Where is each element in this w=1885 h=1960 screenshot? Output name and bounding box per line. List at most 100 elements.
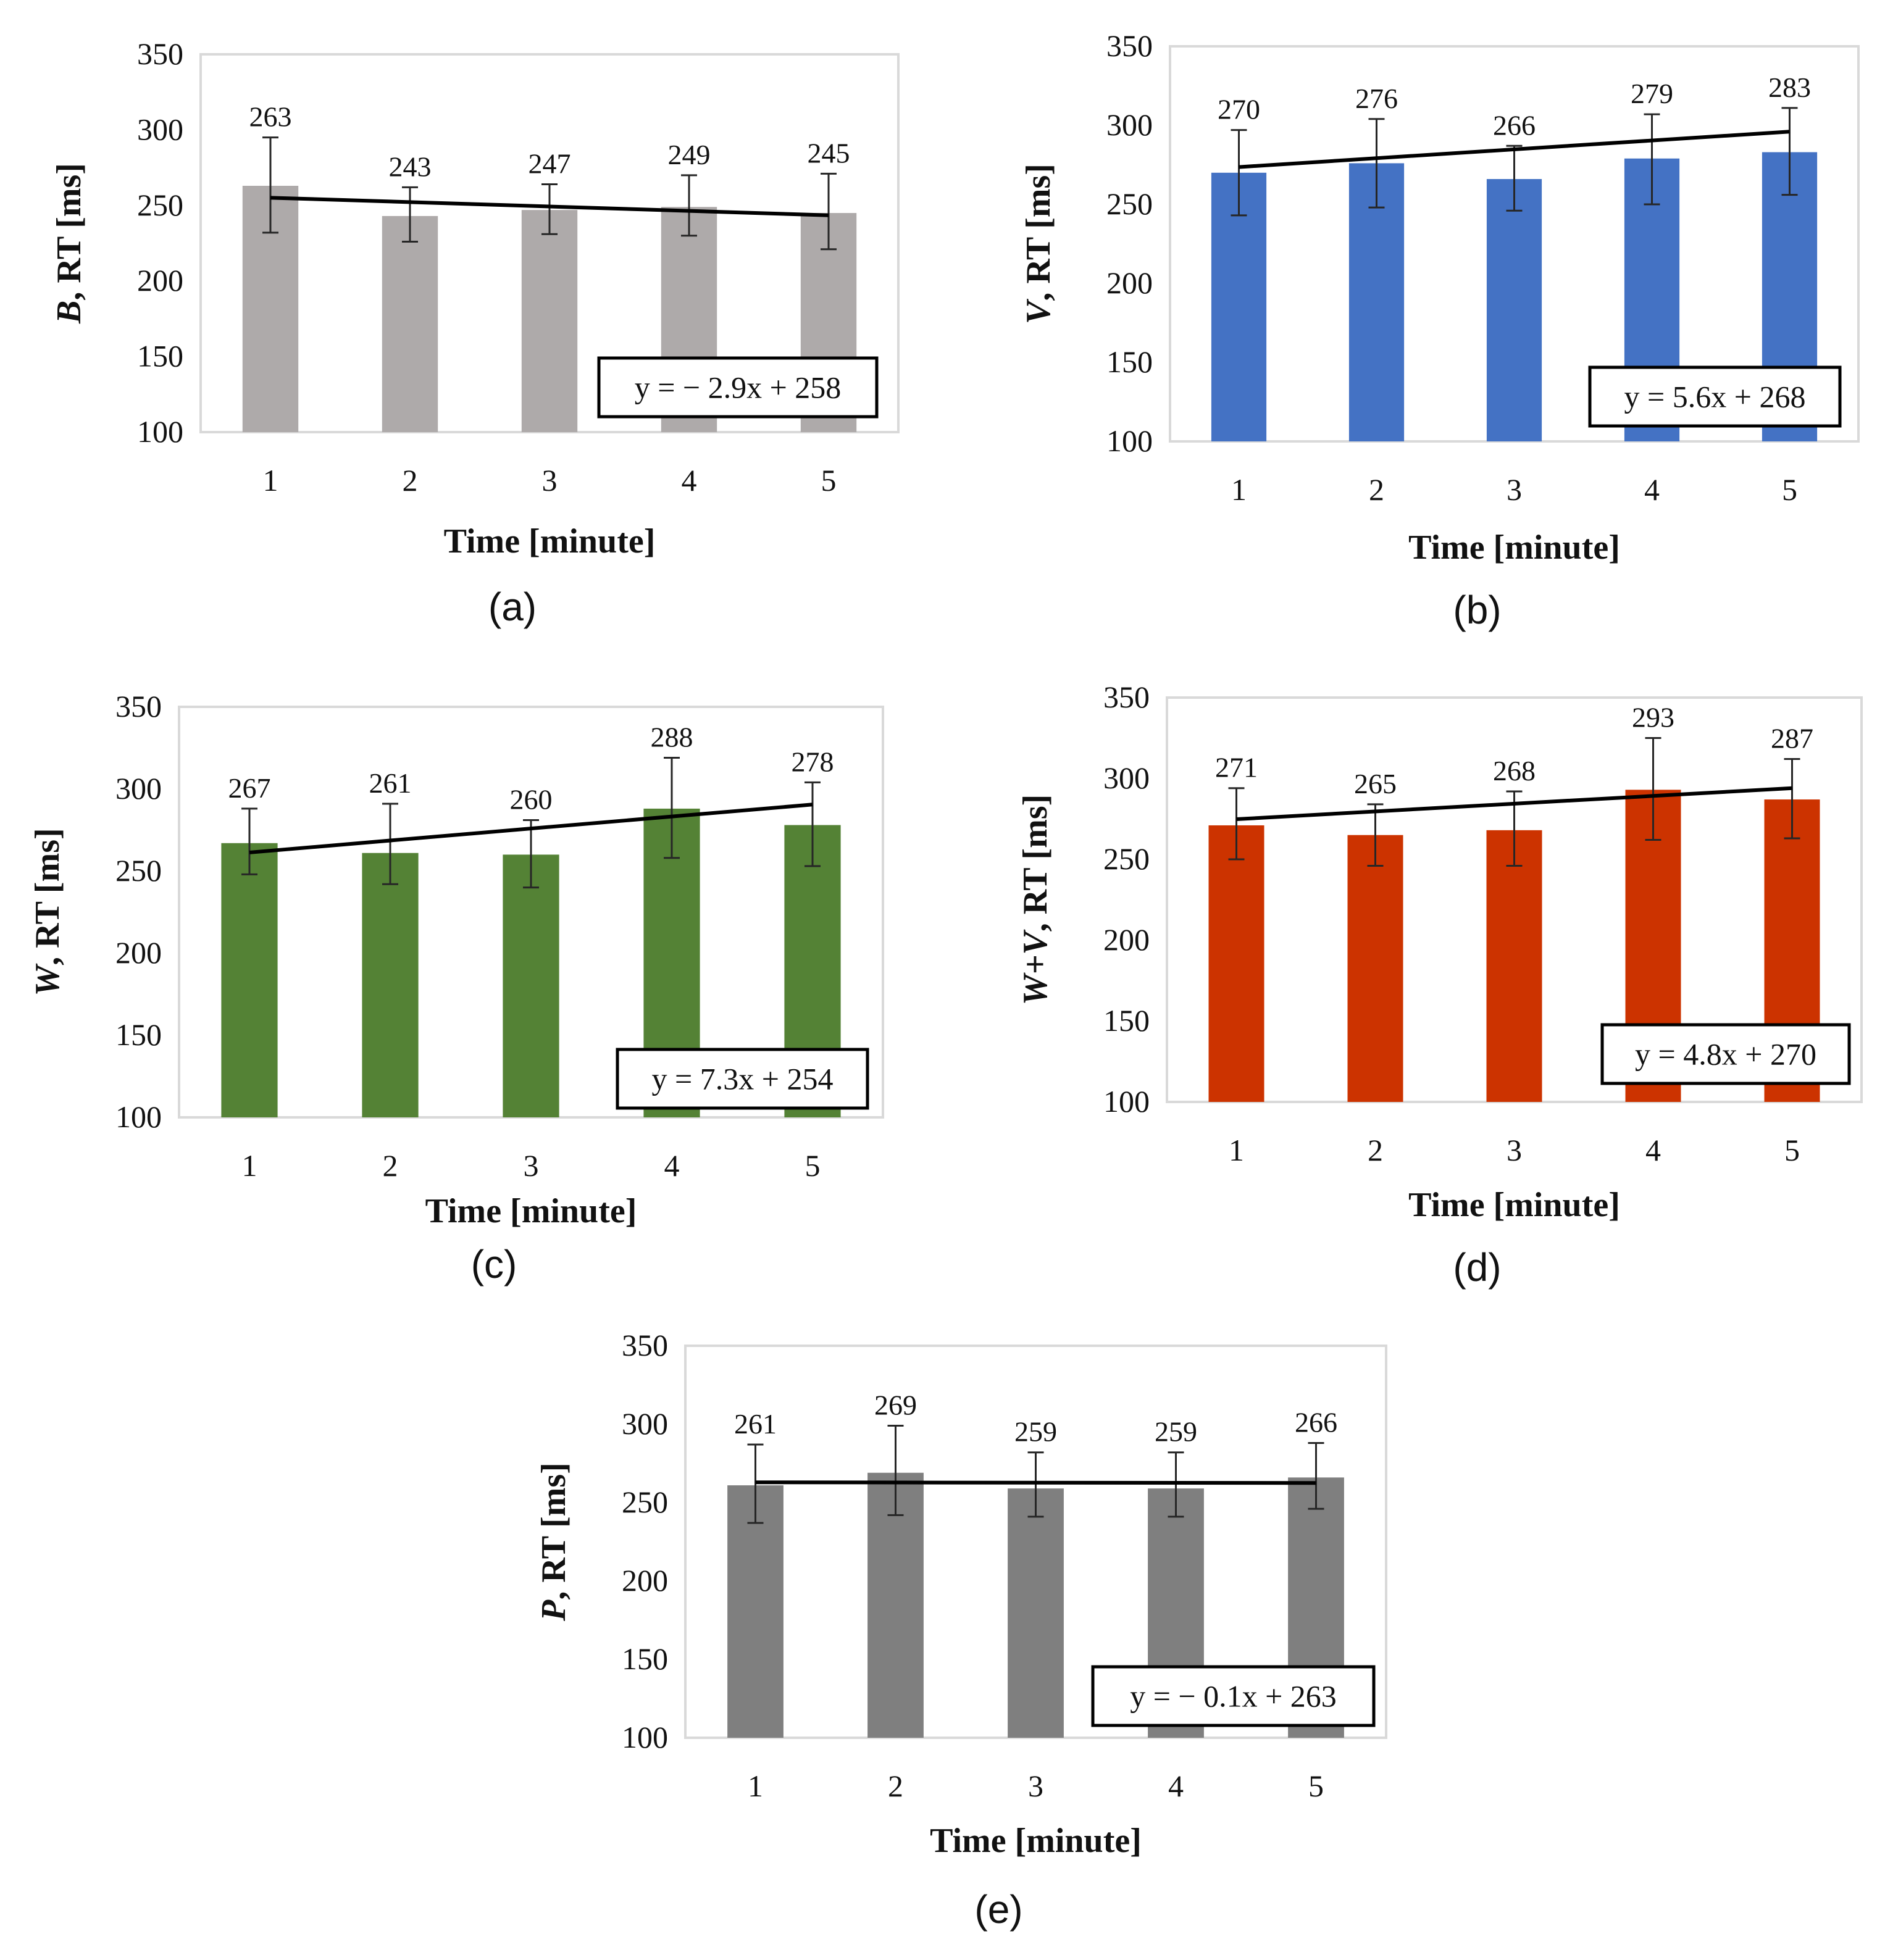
y-tick-label: 150 [1106,344,1153,379]
y-tick-label: 200 [115,935,162,970]
panel-label: (d) [1453,1245,1501,1290]
data-label: 288 [651,721,693,753]
bar-1 [727,1485,784,1738]
x-tick-label: 2 [1369,472,1384,507]
data-label: 266 [1493,109,1536,141]
equation-border [597,356,879,419]
x-tick-label: 2 [888,1769,903,1803]
error-bar-1 [262,136,278,234]
data-label: 268 [1493,755,1536,786]
y-tick-label: 250 [1106,186,1153,221]
data-label: 267 [228,772,271,804]
bar-3 [1486,830,1542,1102]
data-label: 263 [249,101,292,133]
trendline-equation-box: y = 5.6x + 268 [1588,365,1842,428]
data-label: 278 [792,746,834,777]
y-tick-label: 100 [115,1099,162,1134]
y-axis-unit: , RT [ms] [1019,164,1058,301]
error-bar-4 [1644,113,1660,206]
y-tick-label: 200 [137,263,183,298]
bar-2 [1348,163,1405,441]
chart-panel-5: 100 150 200 250 300 350 261 269 259 259 266 1 2 3 4 5 Ti… [535,1328,1387,1932]
x-axis-title: Time [minute] [425,1192,637,1230]
equation-border [616,1048,869,1110]
error-bar-2 [402,186,418,243]
panel-label: (b) [1453,588,1501,632]
data-label: 245 [808,137,850,169]
equation-border [1588,365,1842,428]
error-bar-5 [1784,758,1800,840]
trendline-equation: y = − 0.1x + 263 [1130,1679,1337,1714]
y-tick-label: 150 [115,1017,162,1052]
error-bar-2 [1368,118,1385,209]
y-axis-title: W+V, RT [ms] [1016,794,1055,1006]
trendline-equation: y = 5.6x + 268 [1624,380,1806,414]
panel-label: (c) [471,1242,517,1287]
trendline-equation-box: y = − 2.9x + 258 [597,356,879,419]
x-axis-title: Time [minute] [1408,1186,1620,1224]
y-tick-label: 350 [1103,680,1150,714]
error-bar-1 [241,807,257,875]
error-bar-4 [1645,737,1661,841]
x-tick-label: 1 [242,1148,257,1183]
x-tick-label: 5 [1308,1769,1324,1803]
y-axis-unit: , RT [ms] [535,1462,573,1600]
panel-label: (e) [974,1887,1022,1932]
equation-border [1600,1023,1851,1085]
data-label: 261 [369,767,412,799]
data-label: 265 [1354,768,1397,799]
y-tick-label: 150 [137,339,183,373]
chart-panel-2: 100 150 200 250 300 350 270 276 266 279 283 1 2 3 4 5 Ti… [1019,28,1860,632]
y-tick-label: 350 [622,1328,668,1362]
data-label: 243 [389,151,432,182]
chart-panel-3: 100 150 200 250 300 350 267 261 260 288 278 1 2 3 4 5 Ti… [28,689,884,1287]
data-label: 271 [1215,752,1258,783]
error-bar-5 [821,172,837,251]
data-label: 276 [1355,83,1398,114]
bar-3 [521,210,578,432]
error-bar-1 [1231,129,1247,217]
error-bar-3 [1027,1451,1044,1518]
data-label: 247 [529,148,571,180]
y-tick-label: 200 [622,1563,668,1598]
bar-3 [1486,179,1542,441]
x-tick-label: 3 [542,463,558,498]
y-axis-title: V, RT [ms] [1019,164,1058,324]
trendline-equation: y = 4.8x + 270 [1635,1037,1816,1072]
y-tick-label: 200 [1103,922,1150,957]
trendline-equation-box: y = − 0.1x + 263 [1091,1665,1376,1727]
y-tick-label: 300 [1106,107,1153,142]
x-axis-title: Time [minute] [930,1822,1142,1860]
x-tick-label: 3 [524,1148,539,1183]
bar-1 [1208,825,1264,1102]
y-axis-variable: W+V [1016,929,1055,1006]
data-label: 293 [1632,702,1674,733]
x-tick-label: 5 [1784,1133,1800,1167]
y-tick-label: 250 [622,1485,668,1519]
y-tick-label: 350 [137,36,183,71]
chart-panel-4: 100 150 200 250 300 350 271 265 268 293 287 1 2 3 4 5 Ti… [1016,680,1863,1290]
data-label: 261 [734,1408,777,1440]
y-tick-label: 200 [1106,265,1153,300]
x-tick-label: 2 [383,1148,398,1183]
data-label: 259 [1155,1416,1197,1448]
data-label: 269 [874,1390,917,1421]
y-axis-unit: , RT [ms] [28,828,67,965]
error-bar-3 [1506,144,1523,212]
panel-label: (a) [488,585,537,629]
x-tick-label: 1 [748,1769,763,1803]
trendline [755,1480,1316,1485]
error-bar-1 [1228,787,1245,861]
trendline-equation: y = 7.3x + 254 [652,1062,834,1096]
x-tick-label: 4 [664,1148,680,1183]
x-tick-label: 5 [1782,472,1797,507]
x-axis-title: Time [minute] [444,522,656,561]
y-tick-label: 100 [1106,423,1153,458]
bar-2 [362,853,419,1117]
y-tick-label: 250 [1103,841,1150,876]
trendline-equation-box: y = 4.8x + 270 [1600,1023,1851,1085]
x-tick-label: 4 [682,463,697,498]
y-tick-label: 100 [1103,1084,1150,1119]
chart-panel-1: 100 150 200 250 300 350 263 243 247 249 245 1 2 3 4 5 Ti… [50,36,900,629]
